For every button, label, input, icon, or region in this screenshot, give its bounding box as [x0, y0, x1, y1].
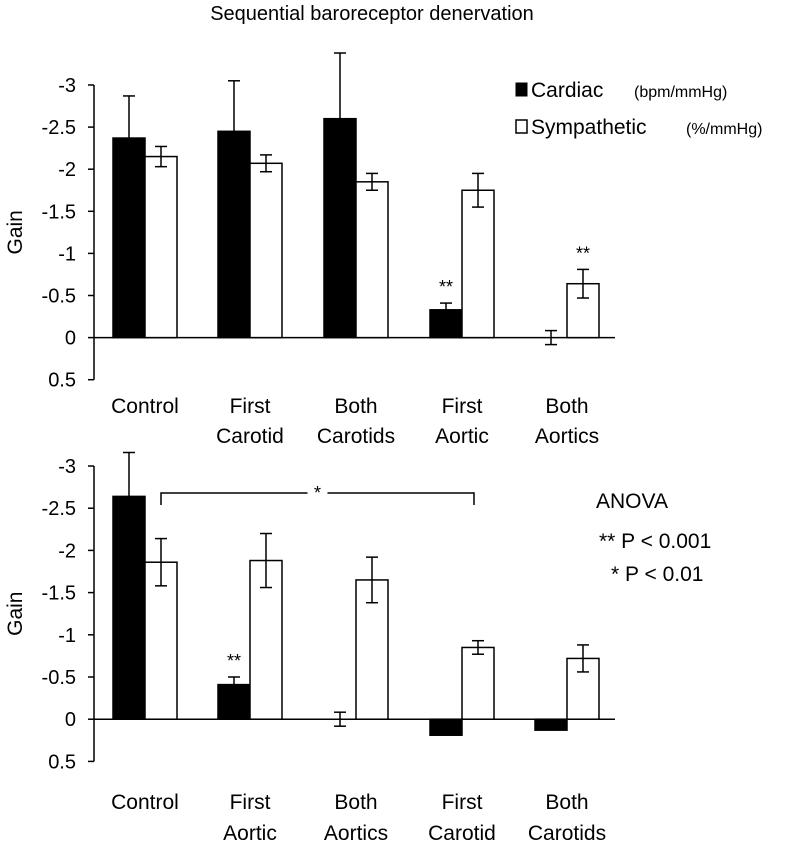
panel-bottom: -3 -2.5 -2 -1.5 -1 -0.5 0 0.5 Gain Control First Ao…	[4, 451, 615, 845]
bar-cardiac	[217, 683, 251, 720]
legend-label-sympathetic: Sympathetic	[531, 116, 647, 139]
anova-line-1: ** P < 0.001	[599, 530, 711, 553]
category-label: Both	[545, 791, 588, 814]
anova-title: ANOVA	[596, 490, 668, 513]
category-label: Aortic	[223, 822, 277, 844]
chart-title: Sequential baroreceptor denervation	[210, 3, 534, 25]
y-tick-label: 0	[65, 328, 76, 350]
category-label: Aortic	[435, 425, 489, 448]
category-label: Both	[545, 395, 588, 418]
legend: Cardiac (bpm/mmHg) Sympathetic (%/mmHg)	[515, 79, 762, 139]
bar-cardiac	[429, 718, 463, 736]
bar-sympathetic	[461, 646, 495, 720]
bracket-label: *	[314, 483, 321, 503]
bar-cardiac	[217, 130, 251, 339]
category-label: Both	[334, 395, 377, 418]
category-label: Both	[334, 791, 377, 814]
category-label: Carotids	[528, 822, 606, 844]
y-tick-label: -0.5	[42, 667, 76, 689]
category-label: Aortics	[535, 425, 599, 448]
y-tick-label: -1	[58, 243, 76, 265]
significance-marker: **	[227, 651, 241, 671]
category-label: Carotid	[428, 822, 496, 844]
y-tick-label: -2	[58, 159, 76, 181]
significance-marker: **	[439, 277, 453, 297]
y-tick-label: 0.5	[48, 751, 76, 773]
bar-cardiac	[534, 718, 568, 731]
y-tick-label: 0.5	[48, 370, 76, 392]
category-label: Carotids	[317, 425, 395, 448]
category-label: First	[442, 395, 483, 418]
legend-unit-sympathetic: (%/mmHg)	[686, 121, 762, 138]
bar-cardiac	[323, 117, 357, 339]
y-tick-label: -3	[58, 456, 76, 478]
category-label: Control	[111, 395, 179, 418]
category-label: Carotid	[216, 425, 284, 448]
legend-unit-cardiac: (bpm/mmHg)	[634, 84, 727, 101]
category-label: Control	[111, 791, 179, 814]
significance-marker: **	[576, 243, 590, 263]
category-label: Aortics	[324, 822, 388, 844]
anova-line-2: * P < 0.01	[611, 563, 703, 586]
panel-top: -3 -2.5 -2 -1.5 -1 -0.5 0 0.5 Gain Control First Ca…	[4, 52, 615, 448]
bracket-label-bg	[307, 483, 328, 501]
y-axis-title: Gain	[4, 210, 27, 254]
bar-sympathetic	[461, 189, 495, 339]
y-tick-label: -2.5	[42, 117, 76, 139]
bar-sympathetic	[144, 155, 178, 339]
bar-sympathetic	[355, 181, 389, 339]
legend-swatch-cardiac	[515, 82, 528, 97]
anova-box: ANOVA ** P < 0.001 * P < 0.01	[596, 490, 711, 586]
y-tick-label: 0	[65, 709, 76, 731]
bar-sympathetic	[144, 561, 178, 720]
category-label: First	[230, 791, 271, 814]
y-tick-label: -3	[58, 75, 76, 97]
bar-sympathetic	[249, 162, 283, 339]
legend-label-cardiac: Cardiac	[531, 79, 603, 102]
legend-swatch-sympathetic	[515, 119, 528, 134]
y-tick-label: -1.5	[42, 201, 76, 223]
y-tick-label: -0.5	[42, 286, 76, 308]
y-tick-label: -2	[58, 540, 76, 562]
y-tick-label: -1	[58, 625, 76, 647]
y-axis-title: Gain	[4, 592, 27, 636]
y-tick-label: -1.5	[42, 583, 76, 605]
category-label: First	[230, 395, 271, 418]
y-tick-label: -2.5	[42, 498, 76, 520]
category-label: First	[442, 791, 483, 814]
